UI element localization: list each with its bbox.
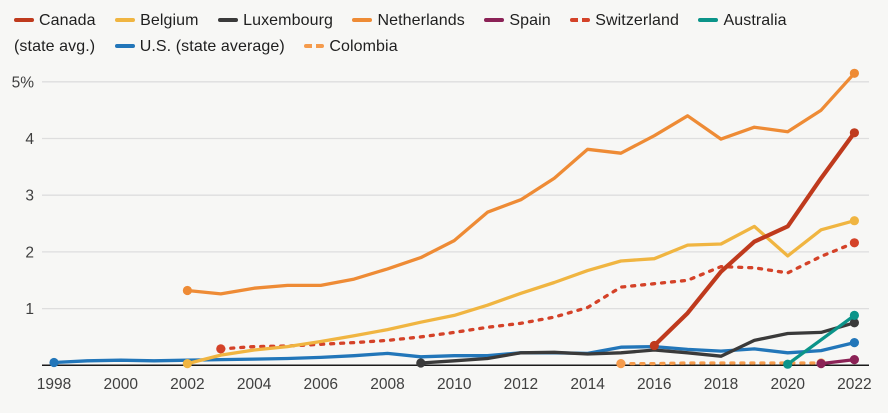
series-marker-netherlands-end	[849, 68, 860, 78]
legend-item-netherlands: Netherlands	[352, 12, 465, 29]
series-line-colombia	[619, 361, 823, 366]
series-line-luxembourg	[419, 321, 857, 365]
x-tick-label-2004: 2004	[237, 376, 272, 393]
series-marker-spain-start	[816, 359, 826, 369]
series-line-switzerland	[219, 241, 857, 351]
y-tick-label-3: 3	[25, 188, 34, 205]
x-tick-label-2012: 2012	[504, 376, 538, 393]
series-line-netherlands	[185, 71, 857, 296]
x-tick-label-2020: 2020	[770, 376, 805, 393]
legend-label-canada: Canada	[39, 12, 96, 29]
legend-swatch-netherlands	[352, 17, 373, 23]
x-tick-label-2022: 2022	[837, 376, 871, 393]
legend-swatch-spain	[484, 17, 505, 23]
x-tick-label-2006: 2006	[304, 376, 338, 393]
legend-item-australia-state-avg: Australia (state avg.)	[14, 12, 787, 55]
series-canada	[649, 128, 860, 351]
x-tick-label-2008: 2008	[370, 376, 404, 393]
x-tick-label-2016: 2016	[637, 376, 671, 393]
chart-legend: Canada Belgium Luxembourg Netherlands Sp…	[14, 8, 802, 60]
series-line-australia-state-avg	[786, 313, 857, 366]
series-luxembourg	[416, 318, 860, 368]
series-line-belgium	[185, 219, 857, 366]
x-tick-label-2002: 2002	[170, 376, 204, 393]
y-tick-label-5: 5%	[12, 74, 35, 91]
series-marker-australia-state-avg-end	[849, 310, 860, 320]
series-u-s-state-average	[49, 338, 860, 368]
series-marker-belgium-end	[849, 216, 860, 226]
series-marker-luxembourg-end	[849, 318, 860, 328]
legend-swatch-luxembourg	[218, 17, 239, 23]
legend-swatch-belgium	[115, 17, 136, 23]
legend-item-belgium: Belgium	[115, 12, 199, 29]
y-tick-label-1: 1	[25, 301, 34, 318]
legend-label-netherlands: Netherlands	[377, 12, 465, 29]
series-marker-luxembourg-start	[416, 358, 426, 368]
legend-swatch-colombia	[304, 43, 325, 49]
x-tick-label-2014: 2014	[570, 376, 605, 393]
series-marker-spain-end	[849, 355, 860, 365]
legend-item-switzerland: Switzerland	[570, 12, 679, 29]
series-marker-switzerland-start	[216, 344, 226, 354]
legend-swatch-u-s-state-average	[114, 43, 135, 49]
legend-label-belgium: Belgium	[140, 12, 199, 29]
legend-swatch-switzerland	[570, 17, 591, 23]
series-marker-belgium-start	[182, 359, 192, 369]
y-tick-label-2: 2	[25, 244, 34, 261]
series-marker-u-s-state-average-start	[49, 357, 59, 368]
legend-swatch-australia-state-avg	[698, 17, 719, 23]
series-marker-switzerland-end	[849, 238, 860, 248]
x-tick-label-2018: 2018	[704, 376, 738, 393]
series-line-spain	[819, 357, 857, 366]
series-netherlands	[182, 68, 860, 296]
series-marker-canada-end	[849, 128, 860, 138]
legend-label-australia-state-avg: Australia (state avg.)	[14, 12, 787, 55]
y-tick-label-4: 4	[25, 131, 34, 148]
x-tick-label-1998: 1998	[37, 376, 71, 393]
series-marker-canada-start	[649, 340, 659, 351]
series-marker-australia-state-avg-start	[783, 359, 793, 369]
legend-item-u-s-state-average: U.S. (state average)	[114, 38, 285, 55]
legend-item-luxembourg: Luxembourg	[218, 12, 333, 29]
legend-item-colombia: Colombia	[304, 38, 398, 55]
legend-label-switzerland: Switzerland	[595, 12, 679, 29]
x-tick-label-2010: 2010	[437, 376, 472, 393]
series-marker-u-s-state-average-end	[849, 338, 860, 348]
legend-label-spain: Spain	[509, 12, 551, 29]
legend-item-spain: Spain	[484, 12, 551, 29]
gridlines	[42, 81, 869, 310]
legend-item-canada: Canada	[14, 12, 96, 29]
legend-label-luxembourg: Luxembourg	[243, 12, 334, 29]
series-belgium	[182, 216, 860, 369]
series-spain	[816, 355, 860, 369]
legend-swatch-canada	[14, 17, 34, 23]
legend-label-u-s-state-average: U.S. (state average)	[139, 38, 285, 55]
series-australia-state-avg	[783, 310, 860, 369]
series-line-canada	[652, 130, 857, 348]
series-marker-netherlands-start	[182, 285, 192, 296]
series-switzerland	[216, 238, 860, 354]
series-marker-colombia-start	[616, 359, 626, 369]
legend-label-colombia: Colombia	[329, 38, 398, 55]
x-tick-label-2000: 2000	[103, 376, 138, 393]
